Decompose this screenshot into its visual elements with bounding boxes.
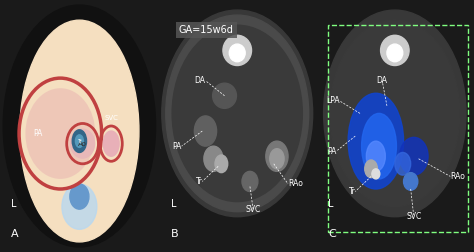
Text: PA: PA <box>34 129 43 138</box>
Ellipse shape <box>204 146 223 171</box>
Text: SVC: SVC <box>246 205 261 214</box>
Ellipse shape <box>330 20 460 207</box>
Ellipse shape <box>172 25 302 202</box>
Circle shape <box>72 130 87 152</box>
Text: B: B <box>171 229 178 239</box>
Ellipse shape <box>70 184 89 209</box>
Ellipse shape <box>162 10 313 217</box>
Text: PA: PA <box>172 142 182 151</box>
Text: PA: PA <box>327 147 336 156</box>
Ellipse shape <box>166 15 309 212</box>
Ellipse shape <box>242 171 258 192</box>
Ellipse shape <box>395 152 410 175</box>
Ellipse shape <box>223 35 252 66</box>
Bar <box>328 25 468 232</box>
Text: DA: DA <box>377 76 388 85</box>
Text: L: L <box>328 199 334 209</box>
Ellipse shape <box>324 10 466 217</box>
Text: C: C <box>328 229 336 239</box>
Text: SVC: SVC <box>406 212 421 221</box>
Text: Ao: Ao <box>78 141 87 147</box>
Ellipse shape <box>366 141 385 171</box>
Text: RAo: RAo <box>450 172 465 181</box>
Ellipse shape <box>62 184 97 229</box>
Ellipse shape <box>372 169 380 179</box>
Text: Tr: Tr <box>348 187 356 196</box>
Text: RAo: RAo <box>288 179 303 188</box>
Ellipse shape <box>70 129 95 159</box>
Circle shape <box>75 135 83 147</box>
Text: A: A <box>11 229 19 239</box>
Ellipse shape <box>194 116 217 146</box>
Ellipse shape <box>365 160 377 178</box>
Ellipse shape <box>387 44 403 62</box>
Text: DA: DA <box>194 76 206 85</box>
Ellipse shape <box>213 83 237 108</box>
Ellipse shape <box>381 35 409 66</box>
Text: L: L <box>171 199 176 209</box>
Text: Tr: Tr <box>77 139 82 144</box>
Ellipse shape <box>400 137 428 175</box>
Ellipse shape <box>215 155 228 173</box>
Circle shape <box>3 5 155 247</box>
Ellipse shape <box>20 20 139 242</box>
Ellipse shape <box>229 44 245 62</box>
Ellipse shape <box>362 113 396 179</box>
Ellipse shape <box>266 141 288 171</box>
Circle shape <box>103 131 119 156</box>
Ellipse shape <box>403 173 418 190</box>
Text: SVC: SVC <box>104 115 118 121</box>
Ellipse shape <box>270 149 284 169</box>
Ellipse shape <box>26 88 95 179</box>
Text: GA=15w6d: GA=15w6d <box>179 25 234 35</box>
Text: L: L <box>11 199 17 209</box>
Ellipse shape <box>348 93 403 189</box>
Text: Tr: Tr <box>196 177 202 186</box>
Text: LPA: LPA <box>326 96 339 105</box>
